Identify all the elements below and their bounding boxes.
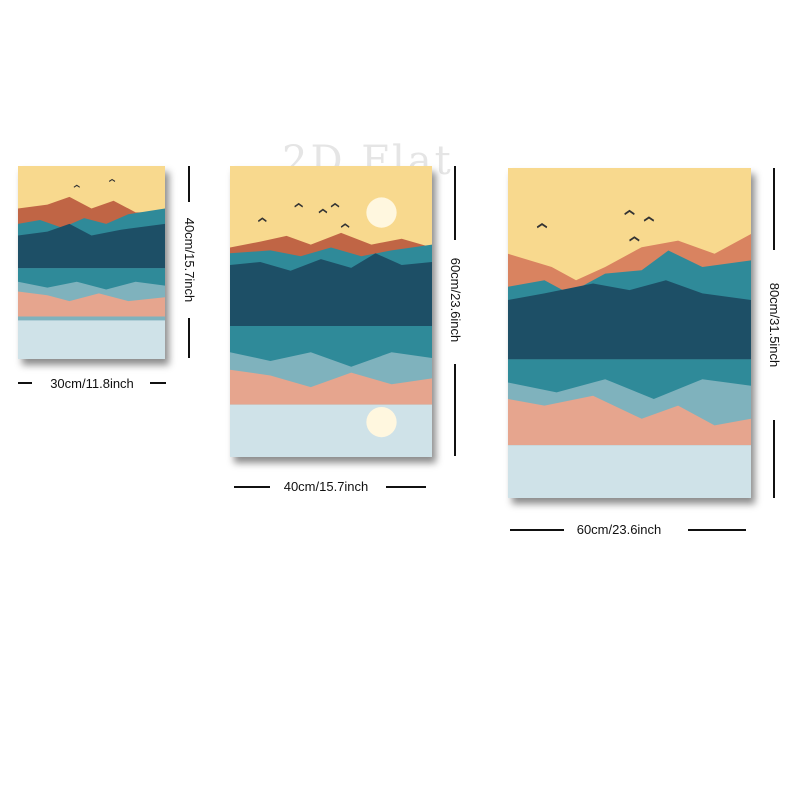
width-line-large-left	[510, 529, 564, 531]
width-line-small-right	[150, 382, 166, 384]
height-label-medium: 60cm/23.6inch	[448, 257, 463, 343]
canvas-print-medium	[230, 166, 432, 457]
height-line-large-top	[773, 168, 775, 250]
height-line-medium-top	[454, 166, 456, 240]
height-line-large-bottom	[773, 420, 775, 498]
canvas-print-small	[18, 166, 165, 359]
width-label-medium: 40cm/15.7inch	[283, 479, 369, 494]
height-line-small-bottom	[188, 318, 190, 358]
width-line-large-right	[688, 529, 746, 531]
landscape-art-medium	[230, 166, 432, 457]
height-label-small: 40cm/15.7inch	[182, 217, 197, 303]
width-line-small-left	[18, 382, 32, 384]
width-label-large: 60cm/23.6inch	[576, 522, 662, 537]
landscape-art-small	[18, 166, 165, 359]
width-line-medium-right	[386, 486, 426, 488]
width-label-small: 30cm/11.8inch	[50, 376, 134, 391]
height-line-small-top	[188, 166, 190, 202]
height-line-medium-bottom	[454, 364, 456, 456]
sun-reflection-shape	[366, 406, 397, 438]
landscape-art-large	[508, 168, 751, 498]
canvas-print-large	[508, 168, 751, 498]
height-label-large: 80cm/31.5inch	[767, 282, 782, 368]
width-line-medium-left	[234, 486, 270, 488]
sun-shape	[366, 197, 397, 228]
